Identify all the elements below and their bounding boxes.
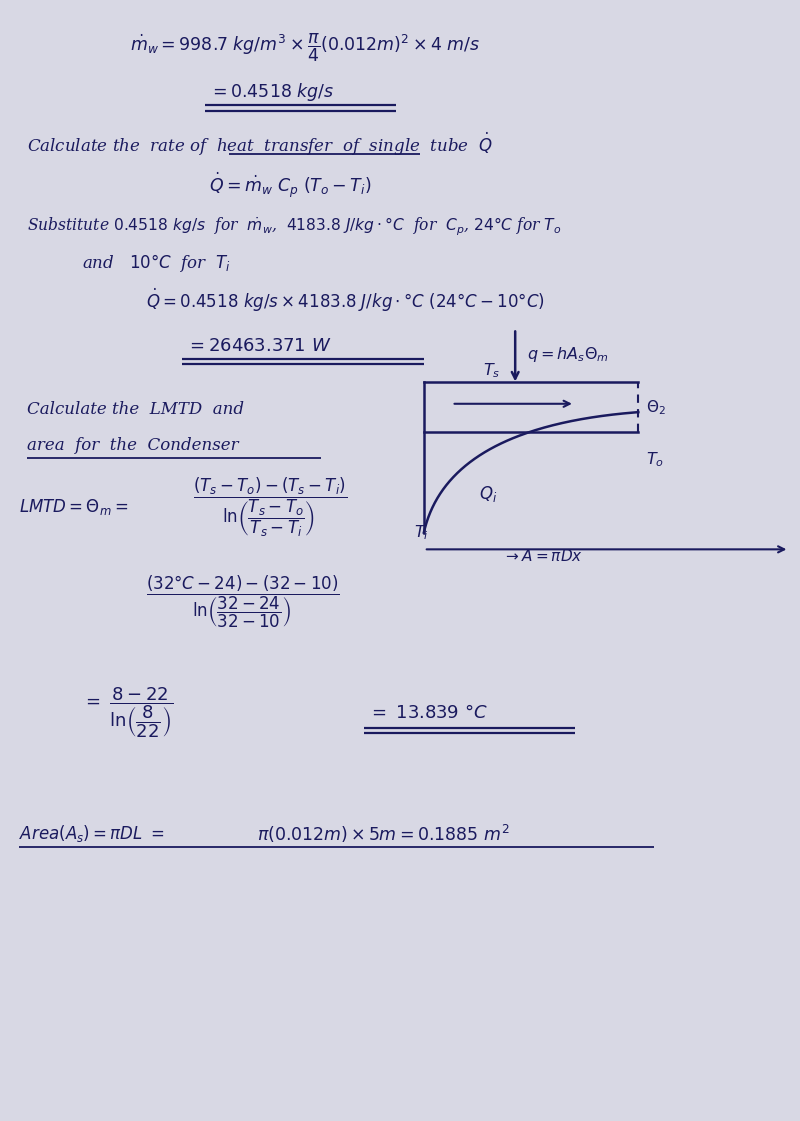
- Text: $\rightarrow A = \pi Dx$: $\rightarrow A = \pi Dx$: [503, 548, 583, 564]
- Text: $Area(A_s) = \pi DL\ =$: $Area(A_s) = \pi DL\ =$: [18, 823, 164, 844]
- Text: $T_o$: $T_o$: [646, 451, 664, 470]
- Text: $Q_i$: $Q_i$: [479, 483, 498, 503]
- Text: Substitute $0.4518\ kg/s$  for  $\dot{m}_w$,  $4183.8\ J/kg\cdot°C$  for  $C_p$,: Substitute $0.4518\ kg/s$ for $\dot{m}_w…: [26, 215, 562, 239]
- Text: $=\ \dfrac{8 - 22}{\ln\!\left(\dfrac{8}{22}\right)}$: $=\ \dfrac{8 - 22}{\ln\!\left(\dfrac{8}{…: [82, 686, 174, 741]
- Text: $\dfrac{(T_s - T_o) - (T_s - T_i)}{\ln\!\left(\dfrac{T_s - T_o}{T_s - T_i}\right: $\dfrac{(T_s - T_o) - (T_s - T_i)}{\ln\!…: [194, 475, 348, 539]
- Text: $=\ 13.839\ °C$: $=\ 13.839\ °C$: [368, 704, 488, 722]
- Text: $= 0.4518\ kg/s$: $= 0.4518\ kg/s$: [210, 81, 334, 103]
- Text: $\dot{Q} = 0.4518\ kg/s \times 4183.8\ J/kg\cdot°C\ (24°C - 10°C)$: $\dot{Q} = 0.4518\ kg/s \times 4183.8\ J…: [146, 287, 545, 314]
- Text: and   $10°C$  for  $T_i$: and $10°C$ for $T_i$: [82, 252, 231, 274]
- Text: $\dot{m}_w = 998.7\ kg/m^3 \times \dfrac{\pi}{4}(0.012m)^2 \times 4\ m/s$: $\dot{m}_w = 998.7\ kg/m^3 \times \dfrac…: [130, 31, 480, 64]
- Text: $\dfrac{(32°C - 24) - (32 - 10)}{\ln\!\left(\dfrac{32 - 24}{32 - 10}\right)}$: $\dfrac{(32°C - 24) - (32 - 10)}{\ln\!\l…: [146, 574, 339, 630]
- Text: $T_s$: $T_s$: [483, 362, 501, 380]
- Text: $T_i$: $T_i$: [414, 524, 429, 541]
- Text: $\Theta_2$: $\Theta_2$: [646, 398, 666, 417]
- Text: $q = h A_s \Theta_m$: $q = h A_s \Theta_m$: [527, 344, 609, 363]
- Text: Calculate the  rate of  heat  transfer  of  single  tube  $\dot{Q}$: Calculate the rate of heat transfer of s…: [26, 131, 492, 158]
- Text: area  for  the  Condenser: area for the Condenser: [26, 437, 238, 454]
- Text: Calculate the  LMTD  and: Calculate the LMTD and: [26, 401, 244, 418]
- Text: $LMTD = \Theta_m =$: $LMTD = \Theta_m =$: [18, 497, 128, 517]
- Text: $\pi(0.012m) \times 5m = 0.1885\ m^2$: $\pi(0.012m) \times 5m = 0.1885\ m^2$: [257, 823, 510, 845]
- Text: $= 26463.371\ W$: $= 26463.371\ W$: [186, 337, 331, 355]
- Text: $\dot{Q} = \dot{m}_w\ C_p\ (T_o - T_i)$: $\dot{Q} = \dot{m}_w\ C_p\ (T_o - T_i)$: [210, 172, 372, 201]
